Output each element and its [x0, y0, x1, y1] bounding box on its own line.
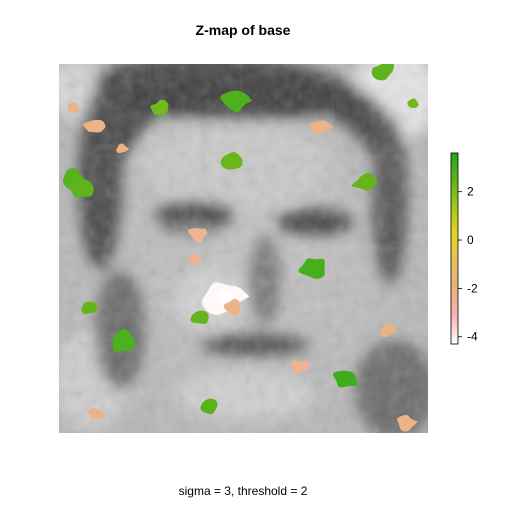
cluster-positive [190, 310, 209, 325]
cluster-negative [397, 414, 418, 432]
cluster-positive [332, 370, 358, 388]
cluster-negative [291, 360, 311, 374]
cluster-negative [187, 227, 208, 243]
colorbar-tick-label: -4 [467, 330, 478, 344]
cluster-positive [150, 99, 169, 115]
cluster-positive [81, 301, 98, 315]
cluster-negative [116, 143, 130, 154]
cluster-positive [220, 90, 253, 113]
cluster-negative [83, 119, 106, 133]
cluster-positive [220, 152, 243, 170]
chart-title: Z-map of base [195, 22, 291, 38]
cluster-peak [216, 288, 234, 305]
cluster-positive [298, 258, 325, 279]
cluster-negative [380, 322, 397, 338]
colorbar: 2 0 -2 -4 [450, 152, 478, 345]
cluster-positive [112, 328, 135, 352]
cluster-layer [62, 64, 419, 432]
cluster-positive [68, 179, 94, 198]
cluster-negative [189, 254, 202, 265]
cluster-negative [309, 120, 334, 135]
colorbar-tick-label: -2 [467, 281, 478, 295]
cluster-positive [371, 64, 395, 81]
cluster-negative [87, 408, 105, 420]
cluster-positive [351, 172, 378, 191]
colorbar-scale [450, 152, 459, 345]
cluster-negative [223, 298, 241, 317]
cluster-positive [200, 398, 218, 415]
chart-caption: sigma = 3, threshold = 2 [178, 484, 308, 498]
colorbar-tick-label: 2 [467, 185, 474, 199]
colorbar-tick-label: 0 [467, 233, 474, 247]
cluster-negative [67, 102, 80, 113]
cluster-positive [407, 98, 419, 108]
background-image [59, 64, 428, 433]
